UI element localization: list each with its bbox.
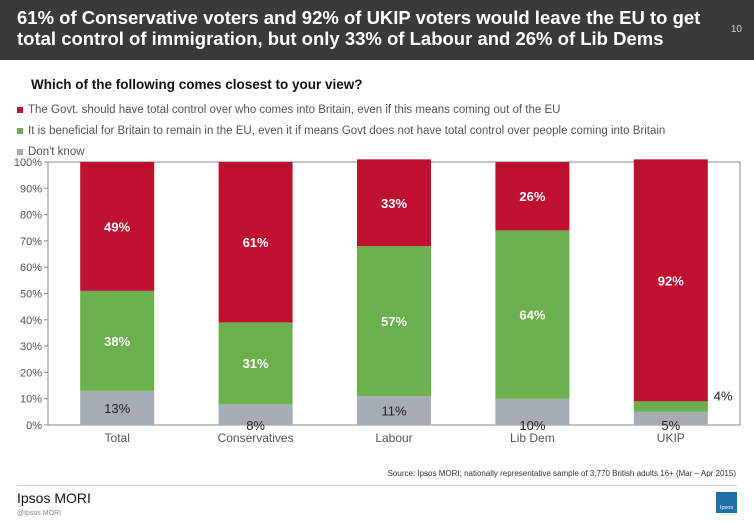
stacked-bar-chart: 0% 10% 20% 30% 40% 50% 60% 70% 80% 90% 100% 13% 38% 4… <box>14 157 741 445</box>
data-label: 26% <box>519 189 545 204</box>
bar-segment <box>633 159 708 402</box>
data-label: 61% <box>243 235 269 250</box>
y-tick-label: 10% <box>20 394 42 406</box>
survey-question: Which of the following comes closest to … <box>31 77 363 92</box>
bar-segment <box>218 162 293 323</box>
y-tick-label: 100% <box>14 157 42 169</box>
y-tick-label: 60% <box>20 262 42 274</box>
data-label: 92% <box>658 273 684 288</box>
y-tick-label: 0% <box>26 420 42 432</box>
ipsos-logo-icon: Ipsos <box>716 492 737 513</box>
data-label: 11% <box>381 404 406 419</box>
title-bar: 61% of Conservative voters and 92% of UK… <box>0 0 754 60</box>
x-category-label: Labour <box>375 431 412 445</box>
data-label: 38% <box>104 334 130 349</box>
data-label: 33% <box>381 196 407 211</box>
bar-segment <box>357 246 431 397</box>
y-tick-label: 90% <box>20 183 42 195</box>
copyright-text: @Ipsos MORI <box>17 510 62 517</box>
logo-text: Ipsos <box>719 505 734 511</box>
bar-segment <box>80 390 155 425</box>
slide-title: 61% of Conservative voters and 92% of UK… <box>17 7 701 49</box>
bar-segment <box>357 396 431 425</box>
y-tick-label: 70% <box>20 236 42 248</box>
y-tick-label: 30% <box>20 341 42 353</box>
data-label: 49% <box>104 219 130 234</box>
legend-label-remain: It is beneficial for Britain to remain i… <box>28 124 666 137</box>
legend-swatch-leave <box>17 106 23 113</box>
data-label: 31% <box>243 356 269 371</box>
footer-divider <box>17 485 737 486</box>
legend-label-dont-know: Don't know <box>28 145 85 158</box>
legend-swatch-dont-know <box>17 148 23 155</box>
data-label: 4% <box>714 389 733 404</box>
y-tick-label: 80% <box>20 210 42 222</box>
page-number: 10 <box>730 24 742 35</box>
bar-segment <box>80 162 155 291</box>
data-label: 10% <box>519 418 545 433</box>
chart-legend: The Govt. should have total control over… <box>17 99 665 162</box>
x-category-label: Conservatives <box>218 431 294 445</box>
bar-segment <box>218 322 293 404</box>
legend-item-remain: It is beneficial for Britain to remain i… <box>17 120 665 141</box>
data-label: 5% <box>661 418 680 433</box>
y-tick-label: 50% <box>20 289 42 301</box>
bar-segment <box>218 403 293 425</box>
y-tick-label: 20% <box>20 367 42 379</box>
x-category-label: Total <box>105 431 130 445</box>
bar-segment <box>495 162 570 231</box>
legend-item-dont-know: Don't know <box>17 141 665 162</box>
legend-item-leave: The Govt. should have total control over… <box>17 99 665 120</box>
data-label: 64% <box>519 308 545 323</box>
brand-name: Ipsos MORI <box>17 490 91 506</box>
legend-swatch-remain <box>17 127 23 134</box>
bar-segment <box>357 159 431 247</box>
x-category-label: UKIP <box>657 431 685 445</box>
source-note: Source: Ipsos MORI; nationally represent… <box>387 469 736 478</box>
bar-segment <box>633 401 708 412</box>
legend-label-leave: The Govt. should have total control over… <box>28 103 561 116</box>
bar-segment <box>633 411 708 425</box>
data-label: 57% <box>381 314 407 329</box>
y-tick-label: 40% <box>20 315 42 327</box>
x-category-label: Lib Dem <box>510 431 555 445</box>
bar-segment <box>495 398 570 425</box>
data-label: 13% <box>104 401 130 416</box>
data-label: 8% <box>246 418 265 433</box>
bar-segment <box>80 290 155 391</box>
bar-segment <box>495 230 570 399</box>
